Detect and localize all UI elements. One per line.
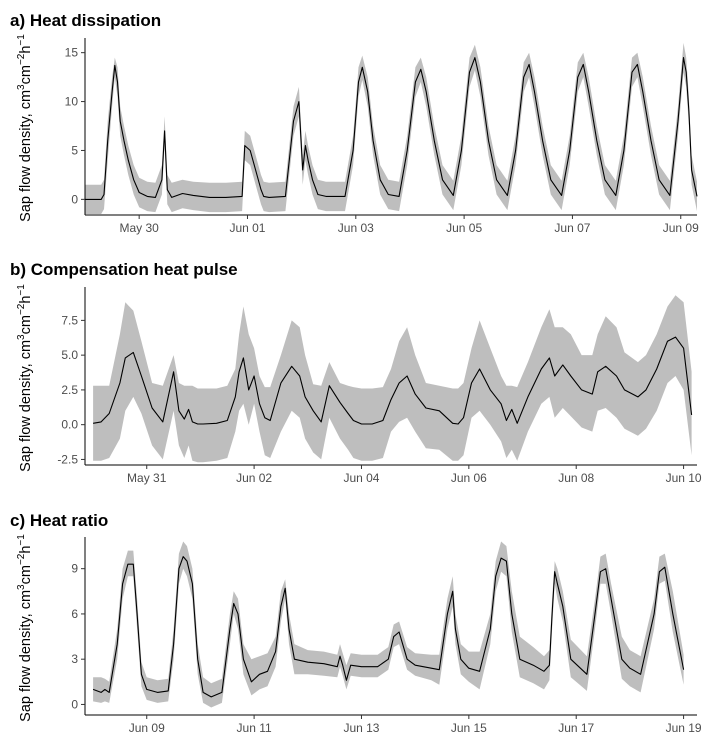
panel-b-x-axis: May 31 Jun 02 Jun 04 Jun 06 Jun 08 Jun 10	[85, 464, 702, 485]
y-tick-label: 15	[65, 46, 79, 60]
y-tick-label: 6	[71, 607, 78, 621]
y-tick-label: 0.0	[61, 418, 78, 432]
y-tick-label: 5	[71, 143, 78, 157]
panel-a-y-label: Sap flow density, cm3cm−2h−1	[16, 34, 34, 222]
panel-a-sap-flow-line	[85, 57, 698, 200]
x-tick-label: Jun 01	[229, 221, 265, 235]
x-tick-label: Jun 03	[338, 221, 374, 235]
x-tick-label: Jun 09	[129, 721, 165, 735]
x-tick-label: Jun 10	[666, 471, 702, 485]
panel-b-uncertainty-band	[93, 295, 692, 463]
y-tick-label: -2.5	[57, 452, 78, 466]
x-tick-label: Jun 08	[558, 471, 594, 485]
x-tick-label: Jun 07	[554, 221, 590, 235]
y-tick-label: 10	[65, 95, 79, 109]
panel-b-y-label: Sap flow density, cm3cm−2h−1	[16, 284, 34, 472]
panel-a-series-line	[85, 57, 698, 200]
panel-a-uncertainty-band	[85, 42, 697, 215]
x-tick-label: Jun 09	[663, 221, 699, 235]
x-tick-label: Jun 11	[237, 721, 272, 735]
panel-c-uncertainty-band	[93, 541, 684, 708]
x-tick-label: May 30	[119, 221, 159, 235]
x-tick-label: Jun 19	[666, 721, 702, 735]
panel-b-series-line	[93, 336, 693, 425]
y-tick-label: 3	[71, 652, 78, 666]
panel-b: b) Compensation heat pulse Sap flow dens…	[10, 260, 702, 485]
panel-c-sap-flow-line	[92, 556, 685, 698]
panel-c-title: c) Heat ratio	[10, 511, 108, 530]
x-tick-label: Jun 15	[451, 721, 487, 735]
y-tick-label: 0	[71, 192, 78, 206]
panel-c-y-label: Sap flow density, cm3cm−2h−1	[16, 534, 34, 722]
panel-c: c) Heat ratio Sap flow density, cm3cm−2h…	[10, 511, 702, 735]
panel-c-y-axis: 0 3 6 9	[71, 537, 86, 715]
panel-a-x-axis: May 30 Jun 01 Jun 03 Jun 05 Jun 07 Jun 09	[85, 214, 699, 235]
x-tick-label: Jun 06	[451, 471, 487, 485]
x-tick-label: Jun 02	[236, 471, 272, 485]
panel-a-band-area	[85, 42, 697, 215]
y-tick-label: 5.0	[61, 348, 78, 362]
x-tick-label: Jun 04	[343, 471, 379, 485]
panel-b-sap-flow-line	[93, 336, 693, 425]
x-tick-label: Jun 13	[343, 721, 379, 735]
panel-a-y-axis: 0 5 10 15	[65, 38, 86, 215]
panel-c-band-area	[93, 541, 684, 708]
x-tick-label: Jun 05	[446, 221, 482, 235]
panel-c-series-line	[92, 556, 685, 698]
y-tick-label: 0	[71, 697, 78, 711]
panel-b-band-area	[93, 295, 692, 463]
panel-c-x-axis: Jun 09 Jun 11 Jun 13 Jun 15 Jun 17 Jun 19	[85, 714, 702, 735]
y-tick-label: 9	[71, 562, 78, 576]
x-tick-label: May 31	[127, 471, 167, 485]
panel-b-title: b) Compensation heat pulse	[10, 260, 238, 279]
panel-b-y-axis: -2.5 0.0 2.5 5.0 7.5	[57, 287, 86, 466]
panel-a-title: a) Heat dissipation	[10, 11, 161, 30]
y-tick-label: 7.5	[61, 313, 78, 327]
y-tick-label: 2.5	[61, 383, 78, 397]
x-tick-label: Jun 17	[558, 721, 594, 735]
panel-a: a) Heat dissipation Sap flow density, cm…	[10, 11, 699, 235]
